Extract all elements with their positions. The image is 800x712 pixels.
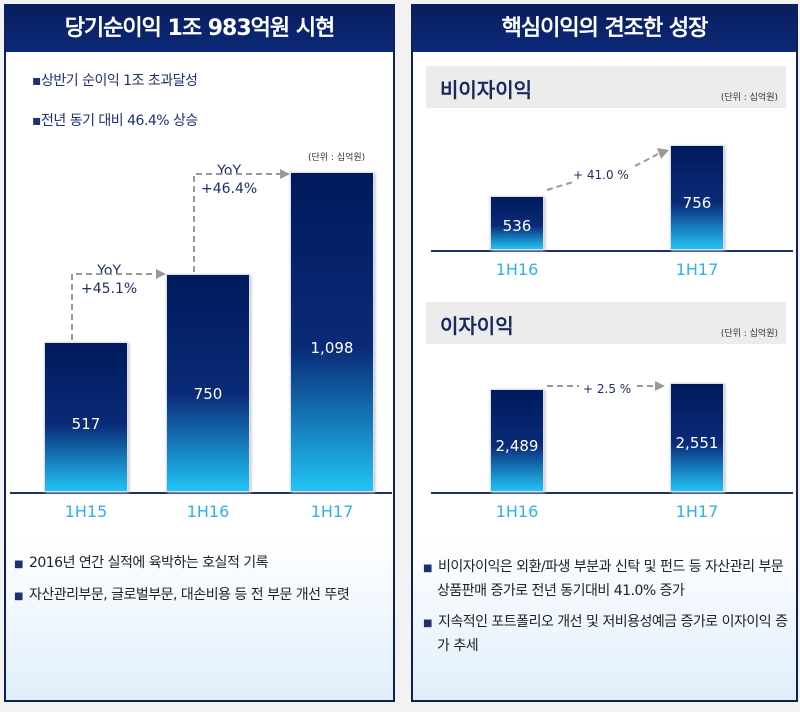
panel-title: 핵심이익의 견조한 성장: [413, 6, 796, 52]
category-label: 1H16: [495, 260, 539, 279]
bar-value-label: 750: [193, 384, 223, 403]
unit-label: (단위 : 십억원): [308, 153, 366, 163]
x-axis: [431, 492, 793, 494]
bar-value-label: 756: [682, 193, 712, 212]
growth-arrows: [546, 148, 669, 391]
category-label: 1H17: [675, 502, 719, 521]
section-header-interest: 이자이익 (단위 : 십억원): [426, 302, 786, 344]
category-label: 1H16: [186, 502, 230, 521]
x-axis: [431, 250, 793, 252]
yoy-arrows: [71, 169, 290, 340]
panel-title: 당기순이익 1조 983억원 시현: [6, 6, 393, 52]
category-label: 1H15: [64, 502, 108, 521]
bar-value-label: 1,098: [310, 339, 354, 358]
category-label: 1H17: [310, 502, 354, 521]
bar-1H17: 1,098: [290, 172, 374, 492]
core-income-panel: 핵심이익의 견조한 성장 비이자이익 (단위 : 십억원) 이자이익 (단위 : 십…: [411, 4, 798, 702]
section-header-non-interest: 비이자이익 (단위 : 십억원): [426, 66, 786, 108]
bar-1H16: 536: [490, 195, 544, 250]
bar-value-label: 2,551: [675, 433, 719, 452]
bar-1H17: 2,551: [670, 382, 724, 492]
bar-1H15: 517: [44, 341, 128, 492]
bullet: ▪전년 동기 대비 46.4% 상승: [32, 113, 198, 129]
bullet: ▪상반기 순이익 1조 초과달성: [32, 73, 198, 89]
bar-1H17: 756: [670, 144, 724, 250]
category-label: 1H16: [495, 502, 539, 521]
summary-item: ■ 지속적인 포트폴리오 개선 및 저비용성예금 증가로 이자이익 증가 추세: [423, 614, 788, 654]
x-axis: [10, 492, 392, 494]
summary-item: ■ 비이자이익은 외환/파생 부분과 신탁 및 펀드 등 자산관리 부문 상품판매…: [423, 559, 784, 599]
net-income-panel: 당기순이익 1조 983억원 시현 ▪상반기 순이익 1조 초과달성 ▪전년 동…: [4, 4, 395, 702]
summary-item: ■ 2016년 연간 실적에 육박하는 호실적 기록: [14, 555, 269, 571]
category-label: 1H17: [675, 260, 719, 279]
growth-annotation: + 2.5 %: [583, 382, 632, 396]
summary-list: ■ 2016년 연간 실적에 육박하는 호실적 기록 ■ 자산관리부문, 글로벌부문…: [14, 552, 389, 608]
bar-value-label: 517: [71, 415, 101, 434]
growth-annotation: + 41.0 %: [573, 168, 629, 182]
summary-list: ■ 비이자이익은 외환/파생 부분과 신탁 및 펀드 등 자산관리 부문 상품판매…: [423, 556, 793, 658]
yoy-annotation: YoY +45.1%: [81, 263, 138, 297]
yoy-annotation: YoY +46.4%: [201, 163, 258, 197]
bar-1H16: 2,489: [490, 388, 544, 492]
summary-item: ■ 자산관리부문, 글로벌부문, 대손비용 등 전 부문 개선 뚜렷: [14, 587, 350, 603]
bar-1H16: 750: [166, 273, 250, 492]
bar-value-label: 536: [502, 216, 532, 235]
bar-value-label: 2,489: [495, 436, 539, 455]
